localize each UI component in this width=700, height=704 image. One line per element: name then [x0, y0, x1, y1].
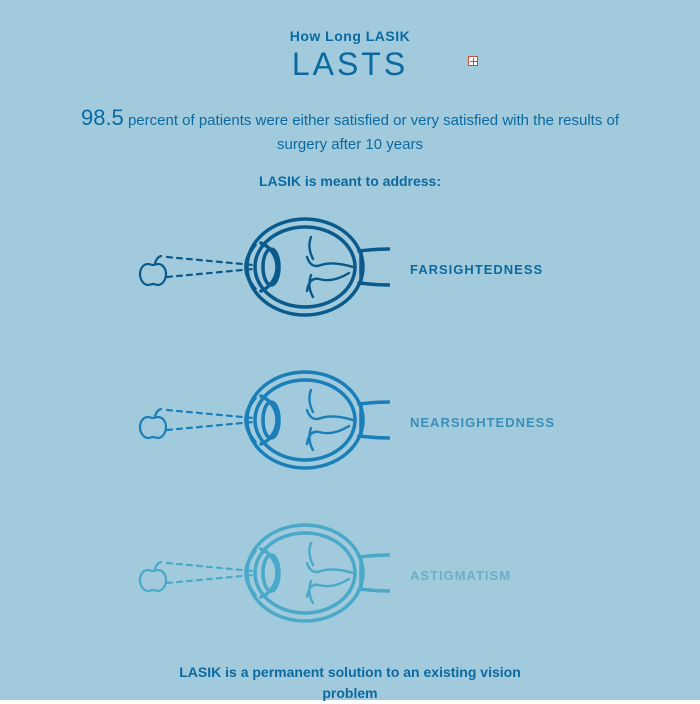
eye-diagram [130, 360, 390, 485]
condition-row: FARSIGHTEDNESS [60, 207, 640, 332]
page-title: LASTS [292, 46, 408, 83]
infographic-page: How Long LASIK LASTS 98.5 percent of pat… [0, 0, 700, 700]
stat-line: 98.5 percent of patients were either sat… [60, 101, 640, 157]
eye-diagram [130, 207, 390, 332]
footer-text: LASIK is a permanent solution to an exis… [60, 662, 640, 704]
condition-label: ASTIGMATISM [410, 568, 570, 583]
plus-icon [468, 56, 478, 66]
pretitle: How Long LASIK [60, 28, 640, 44]
condition-row: ASTIGMATISM [60, 513, 640, 638]
condition-label: FARSIGHTEDNESS [410, 262, 570, 277]
subhead: LASIK is meant to address: [60, 173, 640, 189]
eye-diagram-icon [130, 360, 390, 480]
stat-number: 98.5 [81, 105, 124, 130]
condition-row: NEARSIGHTEDNESS [60, 360, 640, 485]
condition-label: NEARSIGHTEDNESS [410, 415, 570, 430]
stat-text: percent of patients were either satisfie… [124, 112, 619, 153]
eye-diagram-icon [130, 513, 390, 633]
conditions-list: FARSIGHTEDNESS NEARSIGHTEDNESS [60, 207, 640, 638]
eye-diagram [130, 513, 390, 638]
eye-diagram-icon [130, 207, 390, 327]
